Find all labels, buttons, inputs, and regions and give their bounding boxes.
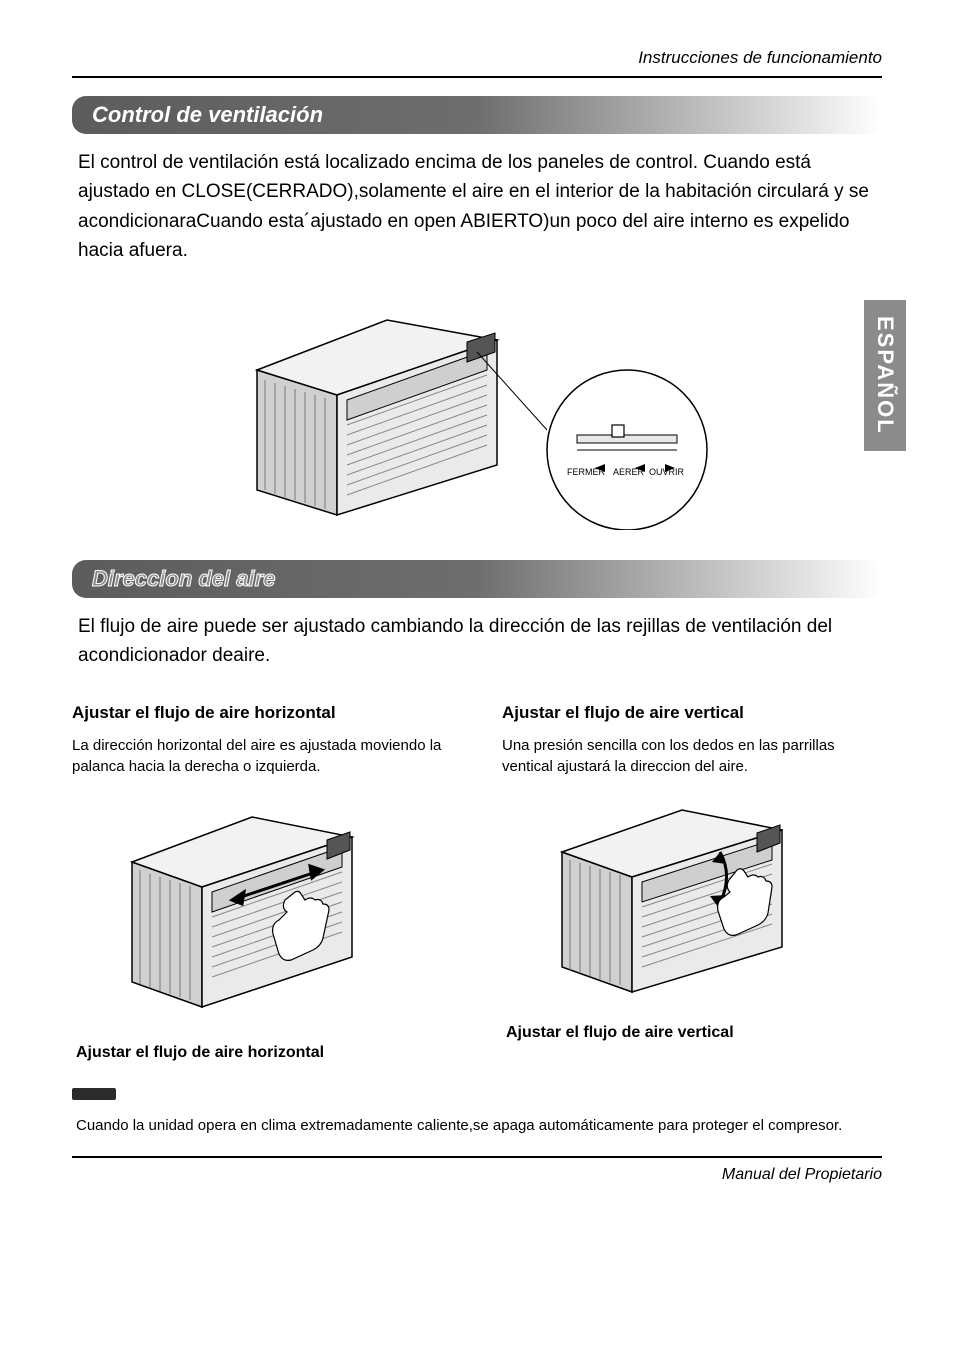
page: Instrucciones de funcionamiento ESPAÑOL … [0,0,954,1367]
vertical-text: Una presión sencilla con los dedos en la… [502,735,882,779]
section2-title-bar: Direccion del aire [72,560,882,598]
language-tab: ESPAÑOL [864,300,906,451]
header-breadcrumb: Instrucciones de funcionamiento [72,48,882,78]
vertical-head: Ajustar el flujo de aire vertical [502,703,882,723]
col-vertical: Ajustar el flujo de aire vertical Una pr… [502,685,882,1063]
ac-vertical-illustration [542,792,842,1012]
horizontal-head: Ajustar el flujo de aire horizontal [72,703,452,723]
horizontal-caption: Ajustar el flujo de aire horizontal [76,1044,452,1062]
two-column-layout: Ajustar el flujo de aire horizontal La d… [72,685,882,1063]
ac-horizontal-illustration [112,792,412,1032]
section1-title-bar: Control de ventilación [72,96,882,134]
section1-title: Control de ventilación [92,102,323,127]
horizontal-text: La dirección horizontal del aire es ajus… [72,735,452,779]
vertical-caption: Ajustar el flujo de aire vertical [506,1024,882,1042]
figure-vertical [502,792,882,1012]
figure-horizontal [72,792,452,1032]
section2-intro: El flujo de aire puede ser ajustado camb… [72,612,882,671]
ac-unit-illustration: FERMER AERER OUVRIR [217,280,737,530]
callout-label-ouvrir: OUVRIR [649,467,685,477]
figure-vent-control: FERMER AERER OUVRIR [72,280,882,530]
note-text: Cuando la unidad opera en clima extremad… [76,1115,882,1150]
callout-label-aerer: AERER [613,467,645,477]
section1-body: El control de ventilación está localizad… [72,148,882,266]
section2-title: Direccion del aire [92,566,275,591]
footer-text: Manual del Propietario [72,1158,882,1184]
col-horizontal: Ajustar el flujo de aire horizontal La d… [72,685,452,1063]
note-label-box [72,1088,116,1100]
callout-label-fermer: FERMER [567,467,606,477]
